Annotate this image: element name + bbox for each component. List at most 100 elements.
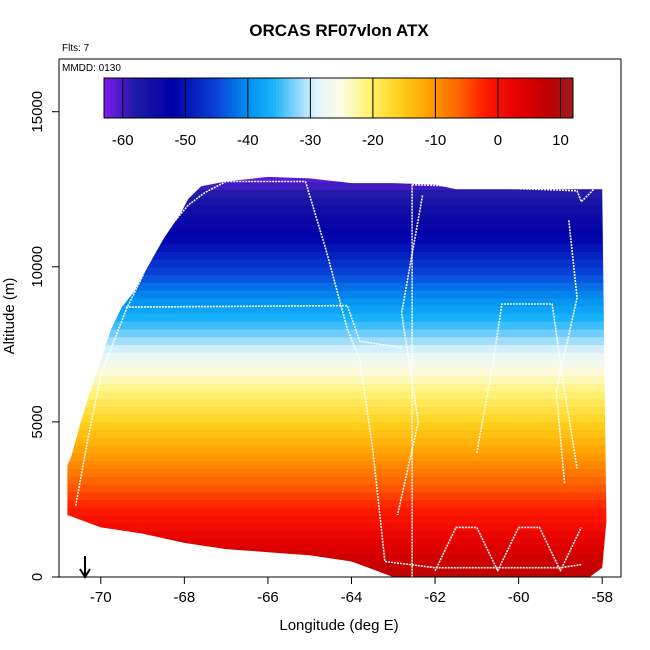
colorbar-segment xyxy=(119,78,124,118)
heatmap-cell xyxy=(67,251,607,260)
heatmap-cell xyxy=(67,359,607,369)
flight-track-line xyxy=(476,303,578,469)
colorbar-segment xyxy=(360,78,365,118)
colorbar-segment xyxy=(288,78,293,118)
flight-track-line xyxy=(412,183,595,203)
colorbar-segment xyxy=(566,78,571,118)
heatmap-cell xyxy=(67,259,607,268)
x-tick-label: -64 xyxy=(341,589,363,606)
colorbar-segment xyxy=(501,78,505,118)
colorbar-segment xyxy=(266,78,271,118)
heatmap-cell xyxy=(67,352,607,361)
flight-track-line xyxy=(396,195,424,516)
colorbar-segment xyxy=(207,78,211,118)
colorbar-segment xyxy=(494,78,499,118)
colorbar-segment xyxy=(469,78,474,118)
colorbar-segment xyxy=(129,78,133,118)
colorbar-segment xyxy=(444,78,449,118)
plot-frame xyxy=(58,58,622,578)
heatmap-cell xyxy=(67,561,607,570)
colorbar-segment xyxy=(463,78,468,118)
colorbar-segment xyxy=(275,78,280,118)
colorbar-segment xyxy=(279,78,283,118)
heatmap-cell xyxy=(67,468,607,477)
colorbar-segment xyxy=(160,78,164,118)
heatmap-cell xyxy=(67,390,607,400)
colorbar-segment xyxy=(376,78,380,118)
colorbar-segment xyxy=(538,78,543,118)
colorbar-segment xyxy=(388,78,393,118)
heatmap-cell xyxy=(67,181,607,190)
flight-track-line xyxy=(434,526,583,572)
colorbar-segment xyxy=(138,78,143,118)
colorbar-segment xyxy=(244,78,249,118)
colorbar-segment xyxy=(185,78,189,118)
heatmap-cell xyxy=(67,406,607,415)
heatmap-cell xyxy=(67,445,607,454)
flight-track-line xyxy=(555,220,578,484)
colorbar-segment xyxy=(454,78,458,118)
x-tick-label: -66 xyxy=(257,589,279,606)
heatmap-cell xyxy=(67,522,607,532)
colorbar-segment xyxy=(507,78,511,118)
heatmap-cell xyxy=(59,158,621,166)
colorbar-segment xyxy=(260,78,264,118)
down-arrow-icon xyxy=(79,556,91,579)
colorbar-segment xyxy=(522,78,527,118)
colorbar-segment xyxy=(372,78,377,118)
colorbar-segment xyxy=(135,78,139,118)
temperature-heatmap xyxy=(59,158,621,577)
colorbar-segment xyxy=(510,78,515,118)
flight-track-line xyxy=(304,181,582,569)
colorbar-segment xyxy=(125,78,130,118)
colorbar-segment xyxy=(513,78,518,118)
colorbar-segment xyxy=(541,78,546,118)
colorbar-segment xyxy=(247,78,252,118)
heatmap-cell xyxy=(67,321,607,330)
colorbar-segment xyxy=(254,78,258,118)
colorbar-segment xyxy=(235,78,239,118)
heatmap-cell xyxy=(67,266,607,276)
heatmap-cell xyxy=(67,367,607,376)
colorbar-segment xyxy=(482,78,486,118)
colorbar-segment xyxy=(535,78,540,118)
colorbar-tick-label: -20 xyxy=(362,132,384,149)
heatmap-cell xyxy=(67,274,607,283)
heatmap-cell xyxy=(67,491,607,501)
colorbar-segment xyxy=(319,78,324,118)
x-axis: -70 -68 -66 -64 -62 -60 -58 xyxy=(90,577,613,606)
heatmap-cell xyxy=(67,429,607,439)
colorbar-segment xyxy=(225,78,230,118)
colorbar-segment xyxy=(332,78,336,118)
colorbar-segment xyxy=(382,78,386,118)
colorbar-segment xyxy=(351,78,355,118)
colorbar-segment xyxy=(310,78,314,118)
heatmap-cell xyxy=(67,297,607,307)
colorbar-segment xyxy=(116,78,121,118)
colorbar-tick-label: 10 xyxy=(552,132,569,149)
colorbar-segment xyxy=(150,78,155,118)
colorbar-frame xyxy=(103,77,574,119)
colorbar-segment xyxy=(516,78,521,118)
heatmap-cell xyxy=(67,290,607,299)
heatmap-cell xyxy=(67,220,607,229)
colorbar-segment xyxy=(557,78,561,118)
heatmap-cell xyxy=(59,166,621,174)
chart-title: ORCAS RF07vlon ATX xyxy=(249,21,429,40)
colorbar-segment xyxy=(344,78,349,118)
heatmap-cell xyxy=(67,228,607,237)
colorbar-segment xyxy=(154,78,158,118)
colorbar-segment xyxy=(204,78,208,118)
heatmap-cell xyxy=(67,344,607,353)
colorbar-segment xyxy=(485,78,490,118)
colorbar-segment xyxy=(363,78,368,118)
y-tick-label: 15000 xyxy=(29,91,46,133)
colorbar-segment xyxy=(291,78,296,118)
colorbar-segment xyxy=(551,78,555,118)
colorbar-segment xyxy=(219,78,224,118)
colorbar-segment xyxy=(282,78,286,118)
colorbar-segment xyxy=(107,78,111,118)
colorbar-segment xyxy=(451,78,455,118)
colorbar-segment xyxy=(435,78,440,118)
colorbar-segment xyxy=(394,78,399,118)
